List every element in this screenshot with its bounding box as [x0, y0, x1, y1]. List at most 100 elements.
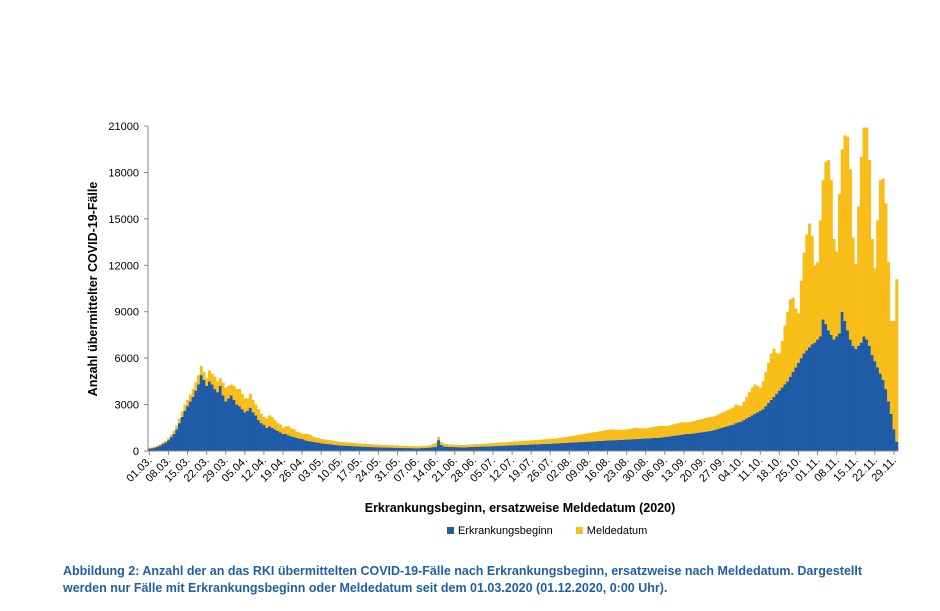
bar-segment: [679, 422, 683, 435]
bar-segment: [349, 442, 353, 447]
bar-segment: [876, 220, 880, 368]
bar-segment: [884, 203, 888, 390]
bar-segment: [578, 442, 582, 451]
bar-segment: [554, 438, 558, 444]
y-tick-label: 9000: [115, 307, 139, 319]
bar-segment: [688, 433, 692, 451]
bar-segment: [753, 413, 757, 451]
bar-segment: [401, 445, 405, 448]
bar-segment: [690, 433, 694, 451]
bar-segment: [884, 389, 888, 451]
bar-segment: [821, 319, 825, 451]
bar-segment: [859, 342, 863, 451]
bar-segment: [698, 432, 702, 451]
bar-segment: [197, 384, 201, 451]
bar-segment: [415, 448, 419, 451]
bar-segment: [644, 428, 648, 439]
bar-segment: [895, 441, 899, 451]
bar-segment: [758, 387, 762, 411]
bar-segment: [188, 394, 192, 402]
bar-segment: [554, 443, 558, 451]
bar-segment: [385, 447, 389, 451]
bar-segment: [748, 416, 752, 451]
bar-segment: [802, 252, 806, 354]
bar-segment: [150, 448, 154, 451]
bar-segment: [851, 237, 855, 346]
bar-segment: [273, 429, 277, 451]
bar-segment: [532, 444, 536, 451]
bar-segment: [617, 440, 621, 451]
bar-segment: [568, 436, 572, 443]
bar-segment: [775, 353, 779, 394]
bar-segment: [742, 401, 746, 421]
bar-segment: [742, 420, 746, 451]
bar-segment: [824, 324, 828, 451]
bar-segment: [848, 169, 852, 340]
bar-segment: [892, 321, 896, 430]
bar-segment: [521, 440, 525, 445]
bar-segment: [767, 362, 771, 404]
bar-segment: [611, 440, 615, 451]
bar-segment: [336, 441, 340, 446]
bar-segment: [805, 350, 809, 451]
bar-segment: [693, 433, 697, 451]
bar-segment: [797, 313, 801, 363]
bar-segment: [183, 404, 187, 411]
bar-segment: [559, 437, 563, 444]
bar-segment: [243, 412, 247, 451]
bar-segment: [456, 444, 460, 448]
bar-segment: [794, 367, 798, 451]
bar-segment: [529, 444, 533, 451]
bar-segment: [453, 447, 457, 451]
bar-segment: [739, 406, 743, 422]
bar-segment: [303, 433, 307, 441]
bar-segment: [739, 421, 743, 451]
bar-segment: [358, 443, 362, 447]
bar-segment: [257, 420, 261, 451]
bar-segment: [862, 127, 866, 337]
bar-segment: [726, 426, 730, 451]
bar-segment: [360, 446, 364, 451]
bar-segment: [478, 444, 482, 447]
bar-segment: [442, 443, 446, 447]
bar-segment: [216, 392, 220, 451]
bar-segment: [289, 428, 293, 437]
bar-segment: [382, 447, 386, 451]
bar-segment: [246, 398, 250, 411]
bar-segment: [701, 418, 705, 433]
bar-segment: [843, 321, 847, 451]
bar-segment: [382, 444, 386, 448]
bar-segment: [794, 308, 798, 368]
y-axis-label: Anzahl übermittelter COVID-19-Fälle: [86, 182, 100, 397]
bar-segment: [202, 379, 206, 451]
bar-segment: [153, 446, 157, 448]
bar-segment: [180, 416, 184, 451]
bar-segment: [224, 401, 228, 451]
bar-segment: [745, 396, 749, 419]
bar-segment: [791, 372, 795, 451]
bar-segment: [434, 446, 438, 451]
bar-segment: [660, 425, 664, 438]
bar-segment: [156, 446, 160, 451]
bar-segment: [292, 429, 296, 438]
bar-segment: [720, 427, 724, 451]
y-tick-label: 3000: [115, 400, 139, 412]
bar-segment: [221, 382, 225, 396]
bar-segment: [388, 445, 392, 448]
bar-segment: [786, 311, 790, 382]
bar-segment: [559, 443, 563, 451]
bar-segment: [270, 427, 274, 451]
bar-segment: [808, 223, 812, 348]
legend-label: Erkrankungsbeginn: [458, 525, 553, 537]
bar-segment: [254, 404, 258, 416]
bar-segment: [666, 436, 670, 451]
bar-segment: [330, 440, 334, 445]
bar-segment: [570, 435, 574, 443]
bar-segment: [565, 442, 569, 451]
bar-segment: [788, 376, 792, 451]
bar-segment: [243, 398, 247, 413]
bar-segment: [235, 404, 239, 451]
bar-segment: [325, 439, 329, 444]
bar-segment: [521, 444, 525, 451]
bar-segment: [808, 347, 812, 451]
